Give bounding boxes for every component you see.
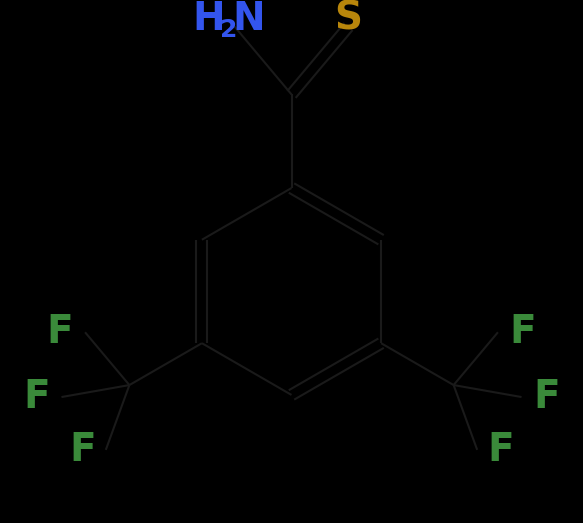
Text: F: F xyxy=(510,313,536,351)
Text: H: H xyxy=(192,0,225,38)
Text: N: N xyxy=(232,0,265,38)
Text: F: F xyxy=(533,378,560,416)
Text: 2: 2 xyxy=(220,18,237,42)
Text: S: S xyxy=(335,0,363,38)
Text: F: F xyxy=(47,313,73,351)
Text: F: F xyxy=(487,431,514,469)
Text: F: F xyxy=(23,378,50,416)
Text: F: F xyxy=(69,431,96,469)
